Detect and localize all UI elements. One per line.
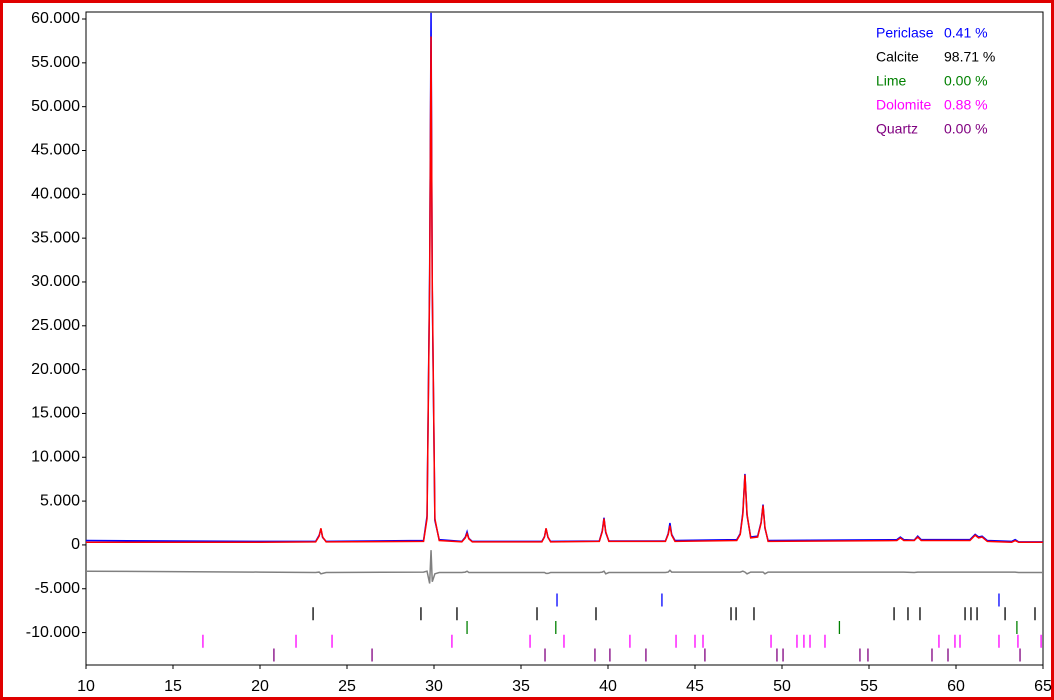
x-tick-label: 20 [251,678,269,695]
plot-area [85,11,1044,666]
x-tick-label: 50 [773,678,791,695]
legend-name: Calcite [876,49,919,65]
y-tick-label: 60.000 [31,10,80,27]
y-tick-label: 15.000 [31,405,80,422]
x-tick-label: 25 [338,678,356,695]
x-tick-label: 15 [164,678,182,695]
legend-name: Quartz [876,121,918,137]
y-tick-label: 55.000 [31,54,80,71]
y-tick-label: 5.000 [40,492,80,509]
x-tick-label: 35 [512,678,530,695]
y-tick-label: -5.000 [35,580,80,597]
y-tick-label: 50.000 [31,98,80,115]
x-tick-label: 45 [686,678,704,695]
series-line [86,36,1043,544]
x-tick-label: 30 [425,678,443,695]
y-tick-label: 20.000 [31,361,80,378]
y-tick-label: 30.000 [31,273,80,290]
series-line [86,550,1043,584]
series-line [86,12,1043,543]
legend-value: 0.41 % [944,25,988,41]
y-tick-label: 0 [71,536,80,553]
legend-value: 0.00 % [944,73,988,89]
y-tick-label: 35.000 [31,229,80,246]
x-tick-label: 60 [947,678,965,695]
x-tick-label: 55 [860,678,878,695]
y-tick-label: 25.000 [31,317,80,334]
x-tick-label: 40 [599,678,617,695]
legend-name: Periclase [876,25,934,41]
y-tick-label: 40.000 [31,186,80,203]
x-tick-label: 65 [1034,678,1052,695]
legend-value: 0.00 % [944,121,988,137]
legend-value: 98.71 % [944,49,995,65]
y-tick-label: 10.000 [31,448,80,465]
y-tick-label: -10.000 [26,624,80,641]
y-tick-label: 45.000 [31,142,80,159]
legend-value: 0.88 % [944,97,988,113]
x-tick-label: 10 [77,678,95,695]
legend-name: Dolomite [876,97,931,113]
legend-name: Lime [876,73,907,89]
